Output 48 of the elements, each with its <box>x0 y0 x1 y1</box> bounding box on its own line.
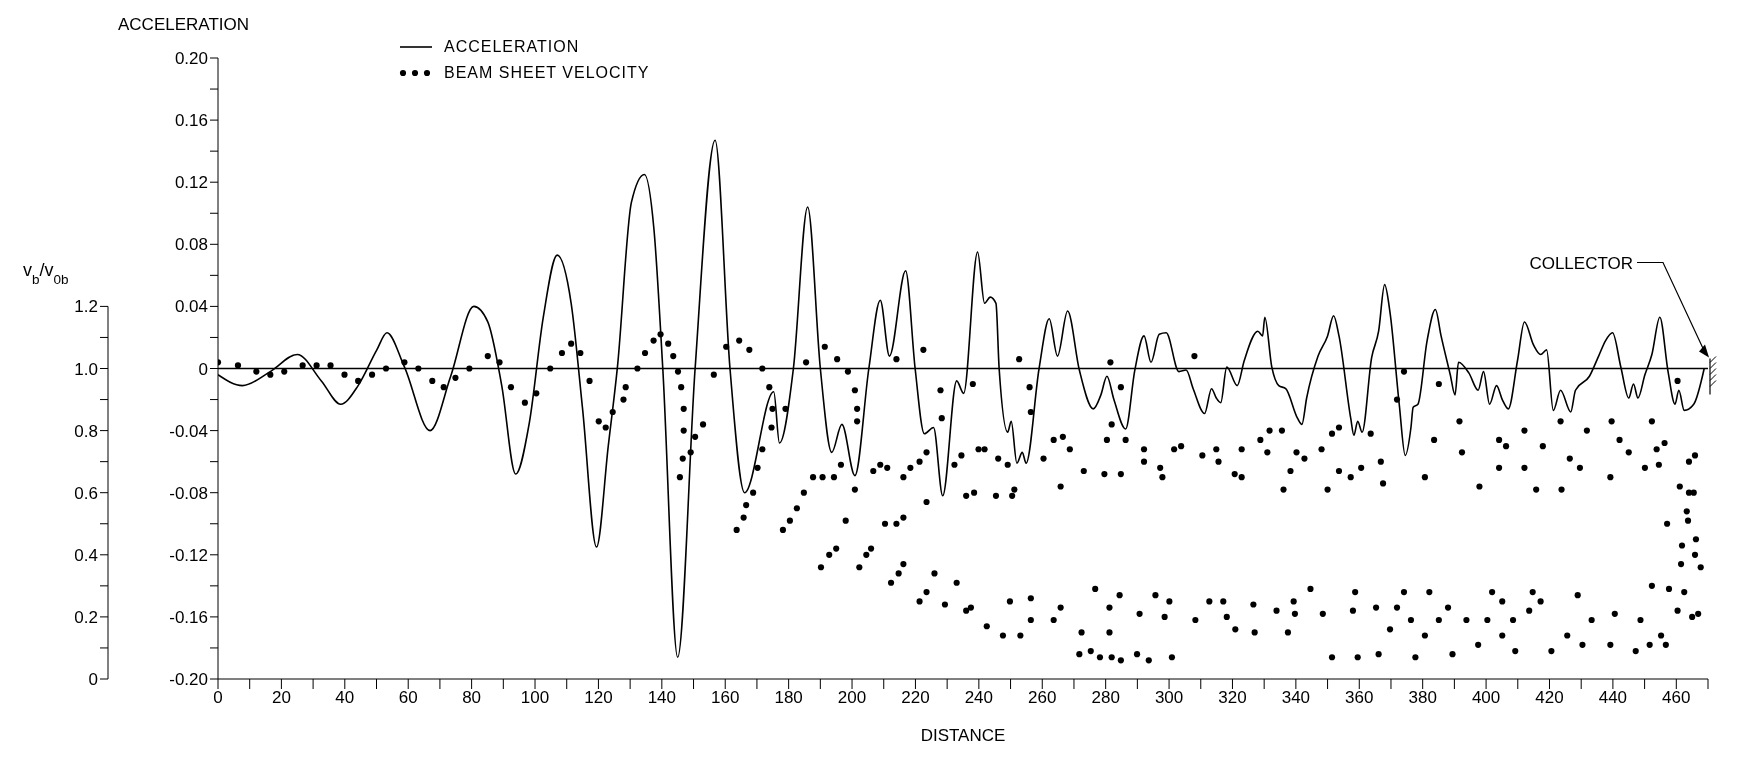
x-tick-label: 460 <box>1662 688 1691 708</box>
x-tick-label: 20 <box>271 688 291 708</box>
y2-tick-label: 1.0 <box>74 359 98 379</box>
x-tick-label: 220 <box>901 688 930 708</box>
annotation: COLLECTOR <box>1529 253 1633 273</box>
x-tick-label: 140 <box>647 688 677 708</box>
x-tick-label: 360 <box>1345 688 1374 708</box>
y-tick-label: 0.12 <box>174 173 208 193</box>
x-tick-label: 240 <box>964 688 994 708</box>
y-tick-label: -0.20 <box>169 670 208 690</box>
x-tick-label: 260 <box>1028 688 1057 708</box>
x-tick-label: 380 <box>1408 688 1437 708</box>
x-tick-label: 120 <box>584 688 613 708</box>
legend-label: ACCELERATION <box>444 38 580 56</box>
x-tick-label: 180 <box>774 688 803 708</box>
y2-tick-label: 1.2 <box>74 297 98 317</box>
x-tick-label: 200 <box>837 688 867 708</box>
y-axis-title: ACCELERATION <box>118 15 249 34</box>
x-axis-title: DISTANCE <box>920 726 1006 745</box>
x-tick-label: 160 <box>711 688 740 708</box>
y2-tick-label: 0 <box>88 670 98 690</box>
x-tick-label: 60 <box>398 688 418 708</box>
y-tick-label: 0 <box>198 359 208 379</box>
y-tick-label: 0.16 <box>174 111 208 131</box>
x-tick-label: 340 <box>1281 688 1311 708</box>
x-tick-label: 400 <box>1471 688 1501 708</box>
y-tick-label: -0.16 <box>169 607 208 627</box>
y2-axis-title: v$_{b}$/v$_{0b}$ <box>23 260 69 287</box>
x-tick-label: 420 <box>1535 688 1564 708</box>
y-tick-label: 0.20 <box>174 49 208 69</box>
y-tick-label: -0.08 <box>169 483 208 503</box>
y2-tick-label: 0.2 <box>74 607 98 627</box>
x-tick-label: 40 <box>335 688 355 708</box>
x-tick-label: 280 <box>1091 688 1120 708</box>
y-tick-label: 0.08 <box>174 235 208 255</box>
y2-tick-label: 0.8 <box>74 421 98 441</box>
legend-label: BEAM SHEET VELOCITY <box>444 64 650 82</box>
x-tick-label: 0 <box>213 688 223 708</box>
x-tick-label: 300 <box>1154 688 1184 708</box>
x-tick-label: 440 <box>1598 688 1628 708</box>
y2-tick-label: 0.4 <box>74 545 98 565</box>
x-tick-label: 80 <box>462 688 482 708</box>
y2-tick-label: 0.6 <box>74 483 98 503</box>
y-tick-label: 0.04 <box>174 297 208 317</box>
x-tick-label: 100 <box>520 688 550 708</box>
x-tick-label: 320 <box>1218 688 1247 708</box>
y-tick-label: -0.12 <box>169 545 208 565</box>
y-tick-label: -0.04 <box>169 421 208 441</box>
